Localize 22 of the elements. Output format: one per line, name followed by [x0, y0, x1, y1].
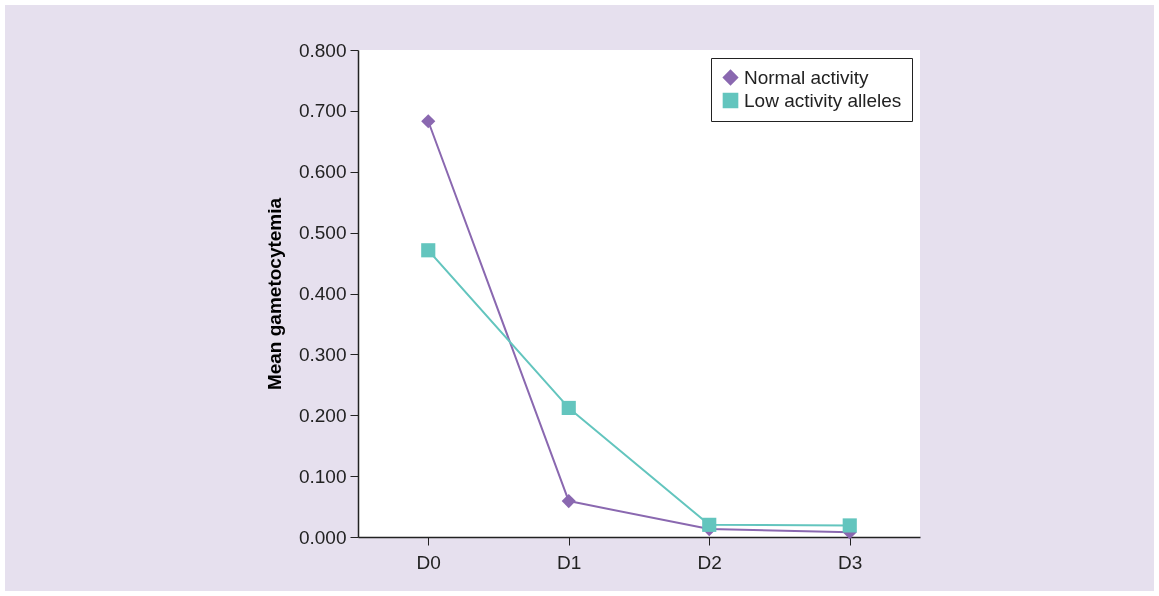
x-tick-label: D1: [557, 551, 582, 573]
point: [842, 518, 857, 533]
y-axis-title: Mean gametocytemia: [263, 197, 285, 391]
point: [561, 494, 576, 509]
point: [421, 114, 436, 129]
y-tick-label: 0.500: [298, 222, 347, 244]
y-tick-label: 0.100: [298, 465, 347, 487]
point: [421, 243, 436, 258]
y-tick-label: 0.600: [298, 161, 347, 183]
x-tick-label: D3: [838, 551, 863, 573]
point: [702, 517, 717, 532]
y-tick-label: 0.400: [298, 283, 347, 304]
x-tick-label: D0: [416, 551, 441, 573]
y-tick-label: 0.200: [298, 404, 347, 426]
y-tick-label: 0.300: [298, 343, 347, 365]
point: [561, 400, 576, 416]
x-tick-label: D2: [697, 551, 722, 573]
y-tick-label: 0.000: [298, 526, 347, 548]
y-tick-label: 0.800: [298, 39, 347, 61]
y-tick-label: 0.700: [298, 100, 347, 122]
legend-label: Normal activity: [744, 66, 870, 88]
legend-label: Low activity alleles: [744, 89, 902, 111]
